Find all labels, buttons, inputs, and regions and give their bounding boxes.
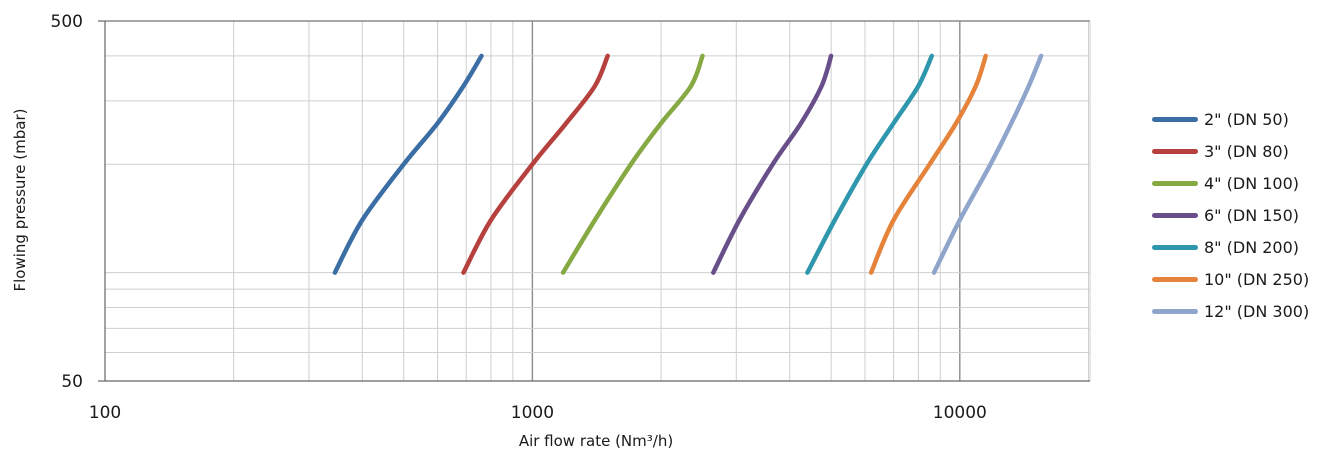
legend-swatch — [1152, 244, 1198, 250]
legend-item: 12" (DN 300) — [1152, 295, 1309, 327]
legend-item: 2" (DN 50) — [1152, 103, 1309, 135]
legend-label: 4" (DN 100) — [1204, 173, 1300, 193]
series-line-3 — [560, 53, 705, 275]
series-line-5 — [805, 53, 935, 275]
legend-swatch — [1152, 148, 1198, 154]
x-axis-title: Air flow rate (Nm³/h) — [519, 432, 673, 450]
legend-label: 6" (DN 150) — [1204, 205, 1300, 225]
legend-label: 2" (DN 50) — [1204, 109, 1289, 129]
series-line-1 — [332, 53, 484, 275]
y-axis-title: Flowing pressure (mbar) — [11, 109, 29, 292]
legend-swatch — [1152, 308, 1198, 314]
x-tick-label: 100 — [89, 403, 121, 423]
legend-item: 3" (DN 80) — [1152, 135, 1309, 167]
series-line-2 — [461, 53, 610, 275]
legend-swatch — [1152, 116, 1198, 122]
legend-label: 3" (DN 80) — [1204, 141, 1289, 161]
y-tick-label: 500 — [51, 12, 83, 32]
legend-label: 10" (DN 250) — [1204, 269, 1310, 289]
legend-item: 6" (DN 150) — [1152, 199, 1309, 231]
series-line-7 — [931, 53, 1044, 275]
x-tick-label: 1000 — [511, 403, 554, 423]
legend-item: 10" (DN 250) — [1152, 263, 1309, 295]
legend-item: 8" (DN 200) — [1152, 231, 1309, 263]
legend-label: 12" (DN 300) — [1204, 301, 1310, 321]
legend-swatch — [1152, 212, 1198, 218]
series-line-6 — [868, 53, 988, 275]
series-lines — [332, 53, 1044, 275]
x-tick-label: 10000 — [933, 403, 987, 423]
legend-swatch — [1152, 276, 1198, 282]
legend-item: 4" (DN 100) — [1152, 167, 1309, 199]
axes — [98, 20, 1090, 382]
tick-labels: 100 1000 10000 50 500 — [51, 12, 987, 423]
series-line-4 — [711, 53, 834, 275]
gridlines — [105, 20, 1091, 381]
y-tick-label: 50 — [61, 372, 83, 392]
legend-label: 8" (DN 200) — [1204, 237, 1300, 257]
legend-swatch — [1152, 180, 1198, 186]
legend: 2" (DN 50) 3" (DN 80) 4" (DN 100) 6" (DN 15… — [1152, 103, 1309, 327]
